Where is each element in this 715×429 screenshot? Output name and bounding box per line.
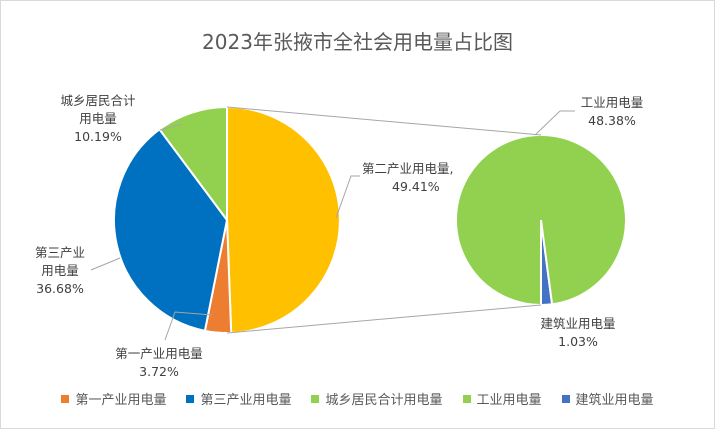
label-resident: 城乡居民合计 用电量 10.19% bbox=[60, 93, 136, 144]
legend-swatch bbox=[462, 394, 471, 403]
label-construction: 建筑业用电量 1.03% bbox=[540, 316, 616, 349]
legend: 第一产业用电量 第三产业用电量 城乡居民合计用电量 工业用电量 建筑业用电量 bbox=[0, 389, 715, 408]
leader-resident bbox=[159, 123, 183, 131]
leader-second bbox=[335, 175, 360, 219]
legend-item: 第一产业用电量 bbox=[61, 389, 166, 408]
label-second-industry: 第二产业用电量, 49.41% bbox=[362, 161, 454, 194]
legend-label: 工业用电量 bbox=[476, 393, 542, 408]
connector-top bbox=[226, 106, 542, 136]
main-pie-slice-0 bbox=[226, 105, 341, 334]
leader-industry bbox=[534, 110, 575, 136]
legend-swatch bbox=[311, 394, 320, 403]
leader-lines bbox=[90, 106, 575, 341]
secondary-pie bbox=[455, 134, 627, 307]
legend-label: 城乡居民合计用电量 bbox=[325, 393, 443, 408]
legend-swatch bbox=[561, 394, 570, 403]
main-pie-slice-2 bbox=[113, 127, 229, 332]
secondary-pie-slice-0 bbox=[455, 134, 627, 307]
legend-item: 城乡居民合计用电量 bbox=[311, 389, 443, 408]
legend-swatch bbox=[61, 394, 70, 403]
legend-item: 建筑业用电量 bbox=[561, 389, 654, 408]
legend-item: 工业用电量 bbox=[462, 389, 542, 408]
legend-label: 第三产业用电量 bbox=[200, 393, 292, 408]
main-pie-slice-3 bbox=[158, 105, 228, 224]
legend-label: 第一产业用电量 bbox=[75, 393, 167, 408]
connector-bottom bbox=[226, 304, 542, 334]
label-third-industry: 第三产业 用电量 36.68% bbox=[34, 245, 85, 296]
legend-swatch bbox=[186, 394, 195, 403]
chart-title: 2023年张掖市全社会用电量占比图 bbox=[202, 30, 513, 54]
main-pie bbox=[113, 105, 341, 334]
leader-first bbox=[164, 311, 213, 341]
label-first-industry: 第一产业用电量 3.72% bbox=[115, 346, 203, 379]
label-industry: 工业用电量 48.38% bbox=[580, 95, 644, 128]
legend-item: 第三产业用电量 bbox=[186, 389, 291, 408]
legend-label: 建筑业用电量 bbox=[575, 393, 654, 408]
leader-third bbox=[90, 257, 121, 271]
